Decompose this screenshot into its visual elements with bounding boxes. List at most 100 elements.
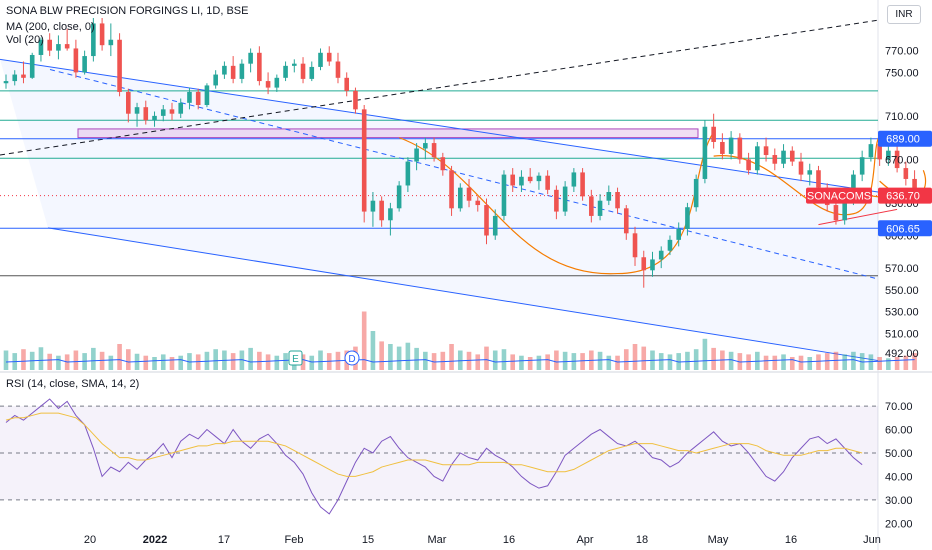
candle-body xyxy=(309,66,315,79)
time-tick-label-8: 18 xyxy=(636,534,648,546)
candle-body xyxy=(632,233,638,258)
rsi-line xyxy=(5,398,863,515)
candle-body xyxy=(903,168,909,179)
volume-bar xyxy=(108,355,114,370)
volume-bar xyxy=(842,354,847,370)
volume-bar xyxy=(903,355,909,370)
candle-body xyxy=(239,63,245,79)
candle-body xyxy=(554,189,559,212)
volume-indicator-label[interactable]: Vol (20) xyxy=(6,34,44,46)
volume-bar xyxy=(265,354,271,370)
time-tick-label-4: 15 xyxy=(362,534,374,546)
candle-body xyxy=(117,39,122,92)
time-tick-label-5: Mar xyxy=(428,534,447,546)
candle-body xyxy=(274,77,280,88)
time-tick-label-6: 16 xyxy=(503,534,515,546)
volume-bar xyxy=(21,349,26,370)
volume-bar xyxy=(475,354,481,370)
candle-body xyxy=(833,205,839,221)
support-trend-line xyxy=(818,208,898,226)
volume-bar xyxy=(213,349,218,370)
volume-bar xyxy=(361,311,367,370)
volume-bar xyxy=(693,349,699,370)
candle-body xyxy=(396,185,402,209)
symbol-title[interactable]: SONA BLW PRECISION FORGINGS LI, 1D, BSE xyxy=(6,5,249,17)
time-tick-label-0: 20 xyxy=(84,534,96,546)
candle-body xyxy=(134,107,140,114)
volume-bar xyxy=(152,357,157,370)
price-tick-label-0: 770.00 xyxy=(885,46,919,58)
candle-body xyxy=(772,155,778,164)
time-tick-label-11: Jun xyxy=(863,534,881,546)
candle-body xyxy=(405,161,411,186)
volume-bar xyxy=(763,355,769,370)
candle-body xyxy=(326,52,332,62)
candle-body xyxy=(641,257,647,271)
price-badge-0 xyxy=(878,130,932,147)
resistance-zone xyxy=(77,128,699,139)
symbol-badge xyxy=(806,187,872,204)
volume-bar xyxy=(47,353,52,370)
volume-bar xyxy=(886,358,891,370)
rsi-indicator-label[interactable]: RSI (14, close, SMA, 14, 2) xyxy=(6,378,140,390)
candle-body xyxy=(440,157,446,171)
candle-body xyxy=(300,63,306,79)
volume-bar xyxy=(824,353,830,370)
currency-badge[interactable]: INR xyxy=(887,5,921,24)
volume-bar xyxy=(178,355,184,370)
volume-bar xyxy=(580,353,585,370)
candle-body xyxy=(335,61,341,78)
volume-bar xyxy=(562,351,568,370)
volume-bar xyxy=(239,350,245,370)
volume-bar xyxy=(772,355,778,370)
channel-mid-line xyxy=(49,69,879,280)
earnings-marker-label: E xyxy=(292,354,299,365)
volume-bar xyxy=(545,354,550,370)
volume-bar xyxy=(143,355,149,370)
candle-body xyxy=(623,208,629,234)
candle-body xyxy=(763,146,769,156)
volume-bar xyxy=(641,346,647,370)
candle-body xyxy=(650,259,655,271)
candle-body xyxy=(658,250,664,260)
candle-body xyxy=(160,109,166,116)
candle-body xyxy=(711,126,716,142)
volume-bar xyxy=(388,344,393,370)
volume-bar xyxy=(300,354,306,370)
candle-body xyxy=(291,63,297,66)
volume-bar xyxy=(449,344,454,370)
volume-bar xyxy=(667,354,673,370)
candle-body xyxy=(99,23,105,46)
volume-bar xyxy=(440,351,446,370)
candle-body xyxy=(807,170,813,175)
candle-body xyxy=(545,175,550,190)
ma-indicator-label[interactable]: MA (200, close, 0) xyxy=(6,21,95,33)
candle-body xyxy=(466,187,472,201)
volume-bar xyxy=(632,344,638,370)
volume-bar xyxy=(309,355,315,370)
volume-bar xyxy=(274,355,280,370)
price-tick-label-6: 570.00 xyxy=(885,263,919,275)
candle-body xyxy=(501,174,507,216)
volume-bar xyxy=(248,347,253,370)
price-badge-label-1: 636.70 xyxy=(886,191,920,203)
candle-body xyxy=(47,39,52,51)
volume-bar xyxy=(877,357,882,370)
candle-body xyxy=(816,170,821,188)
candle-body xyxy=(589,196,594,216)
volume-bar xyxy=(160,354,166,370)
candle-body xyxy=(606,192,612,201)
volume-bar xyxy=(169,357,175,370)
candle-body xyxy=(265,81,271,88)
volume-bar xyxy=(711,347,716,370)
volume-bar xyxy=(318,350,323,370)
volume-bar xyxy=(56,355,61,370)
candle-body xyxy=(789,150,795,162)
candle-body xyxy=(73,48,79,73)
candle-body xyxy=(379,200,384,221)
price-badge-label-2: 606.65 xyxy=(886,223,920,235)
dividend-marker xyxy=(344,350,360,366)
candle-body xyxy=(615,192,620,209)
volume-bar xyxy=(789,357,795,370)
